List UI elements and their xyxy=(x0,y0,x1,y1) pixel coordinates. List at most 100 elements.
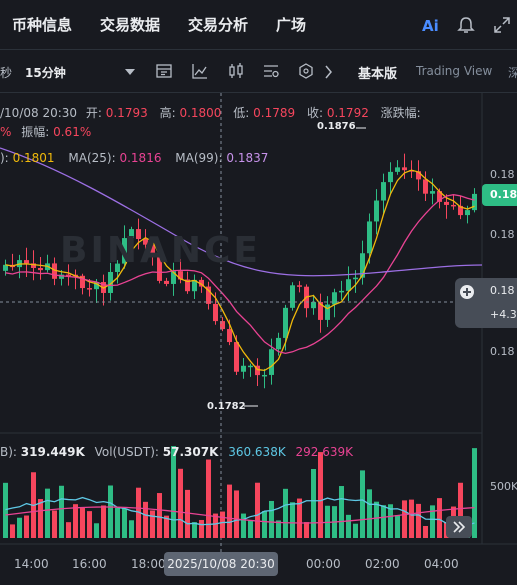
tab-trading-data[interactable]: 交易数据 xyxy=(100,16,161,34)
volume-axis-label: 500K xyxy=(490,480,517,493)
view-basic[interactable]: 基本版 xyxy=(358,67,398,82)
volume-bar xyxy=(66,522,71,538)
candle-body xyxy=(220,321,225,330)
volume-bar xyxy=(143,501,148,538)
volume-bar xyxy=(101,505,106,538)
candle-body xyxy=(395,167,400,172)
volume-bar xyxy=(276,520,281,538)
top-tab-bar: 币种信息 交易数据 交易分析 广场 Ai xyxy=(0,0,517,50)
vol-ma-value2: 292.639K xyxy=(295,445,354,459)
ohlc-datetime: /10/08 20:30 xyxy=(0,106,78,120)
volume-info: B): 319.449K Vol(USDT): 57.307K 360.638K… xyxy=(0,445,353,459)
volume-bar xyxy=(10,524,15,538)
volume-bar xyxy=(339,486,344,538)
candle-body xyxy=(115,263,120,272)
volume-bar xyxy=(171,446,176,538)
volume-bar xyxy=(220,511,225,538)
tab-coin-info[interactable]: 币种信息 xyxy=(12,16,73,34)
candle-body xyxy=(311,302,316,309)
high-annotation: 0.1876 xyxy=(317,121,356,132)
volume-bar xyxy=(199,519,204,538)
volume-bar xyxy=(402,500,407,538)
volume-bar xyxy=(458,482,463,538)
time-axis-label: 14:00 xyxy=(14,557,49,571)
volume-bar xyxy=(269,500,274,538)
candle-body xyxy=(164,280,169,284)
time-axis-label: 02:00 xyxy=(365,557,400,571)
crosshair-change: +4.3 xyxy=(490,308,517,321)
interval-second[interactable]: 秒 xyxy=(0,66,13,80)
candle-body xyxy=(80,275,85,289)
high-label: 高: xyxy=(159,106,176,120)
candle-body xyxy=(367,221,372,254)
candle-body xyxy=(416,171,421,180)
bell-icon[interactable] xyxy=(456,15,476,35)
volume-bar xyxy=(115,507,120,538)
volume-bar xyxy=(38,499,43,538)
close-value: 0.1792 xyxy=(326,106,369,120)
ma25-line xyxy=(5,194,475,355)
amplitude-label: 振幅: xyxy=(21,125,50,139)
tab-trading-analysis[interactable]: 交易分析 xyxy=(188,16,249,34)
candle-body xyxy=(157,253,162,281)
kline-chart[interactable] xyxy=(0,93,517,585)
candlestick-icon[interactable] xyxy=(227,62,245,80)
ma25-label: MA(25): xyxy=(68,151,116,165)
scroll-to-latest-button[interactable] xyxy=(446,516,472,538)
candle-body xyxy=(178,271,183,280)
volume-bar xyxy=(178,468,183,538)
volume-bar xyxy=(416,503,421,538)
expand-icon[interactable] xyxy=(492,15,512,35)
candle-body xyxy=(52,263,57,279)
candle-body xyxy=(346,279,351,291)
volume-bar xyxy=(136,487,141,538)
ma99-label: MA(99): xyxy=(175,151,223,165)
ma25-value: 0.1816 xyxy=(119,151,162,165)
vol-value2: 57.307K xyxy=(162,445,219,459)
volume-bar xyxy=(122,508,127,538)
hexagon-icon[interactable] xyxy=(297,62,315,80)
candle-body xyxy=(472,193,477,211)
volume-bar xyxy=(311,469,316,538)
candle-body xyxy=(262,374,267,377)
volume-bar xyxy=(17,517,22,538)
candle-body xyxy=(437,191,442,202)
candle-body xyxy=(122,238,127,264)
candle-body xyxy=(87,288,92,290)
view-tradingview[interactable]: Trading View xyxy=(416,64,493,78)
interval-selected[interactable]: 15分钟 xyxy=(25,66,66,80)
volume-bar xyxy=(129,520,134,538)
low-annotation: 0.1782 xyxy=(207,401,246,412)
candle-body xyxy=(192,279,197,292)
volume-bar xyxy=(108,485,113,538)
volume-bar xyxy=(437,498,442,538)
candle-body xyxy=(283,307,288,338)
candle-body xyxy=(276,337,281,350)
crosshair-price-box[interactable]: 0.18 +4.3 xyxy=(455,278,517,328)
add-icon[interactable] xyxy=(459,284,475,300)
candle-body xyxy=(143,239,148,245)
open-label: 开: xyxy=(85,106,102,120)
line-chart-icon[interactable] xyxy=(191,62,209,80)
volume-bar xyxy=(192,522,197,538)
volume-bar xyxy=(304,522,309,538)
ma99-value: 0.1837 xyxy=(226,151,269,165)
ai-icon[interactable]: Ai xyxy=(421,15,441,35)
volume-ma-line xyxy=(5,506,475,524)
calendar-icon[interactable] xyxy=(155,62,173,80)
candle-body xyxy=(458,205,463,216)
candle-body xyxy=(269,349,274,375)
volume-bar xyxy=(318,452,323,538)
indicator-settings-icon[interactable] xyxy=(262,62,280,80)
chevron-right-icon[interactable] xyxy=(320,63,338,81)
candle-body xyxy=(325,304,330,320)
chevron-down-icon[interactable] xyxy=(121,63,139,81)
candle-body xyxy=(206,286,211,304)
candle-body xyxy=(24,260,29,264)
candle-body xyxy=(290,285,295,308)
candle-body xyxy=(59,274,64,279)
candle-body xyxy=(241,365,246,372)
tab-square[interactable]: 广场 xyxy=(276,16,307,34)
view-depth[interactable]: 深 xyxy=(508,66,517,80)
price-axis-label: 0.18 xyxy=(490,345,515,358)
